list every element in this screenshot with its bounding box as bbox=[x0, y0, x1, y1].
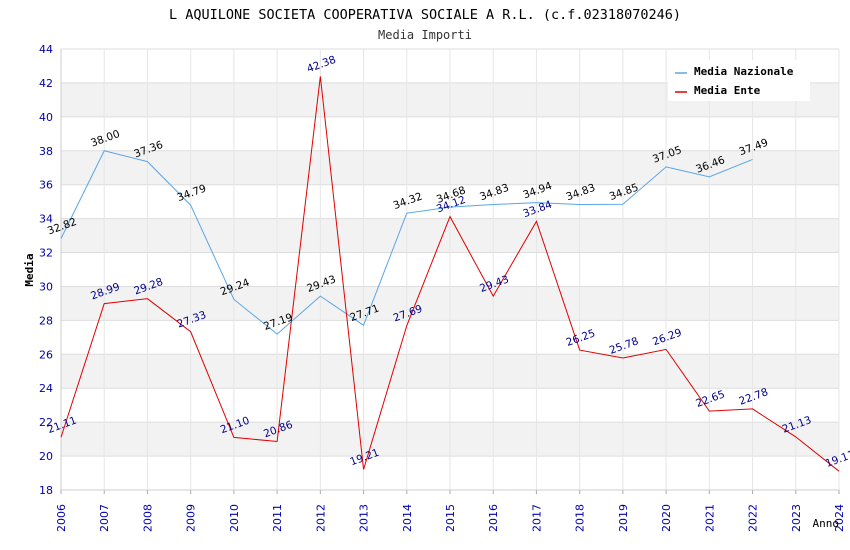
y-tick-label: 36 bbox=[39, 179, 53, 192]
x-tick-labels: 2006 2007 2008 2009 2010 2011 2012 2013 2014 2015… bbox=[55, 504, 846, 532]
y-tick-label: 20 bbox=[39, 450, 53, 463]
x-tick-label: 2015 bbox=[444, 504, 457, 532]
x-tick-label: 2012 bbox=[314, 504, 327, 532]
x-tick-label: 2007 bbox=[98, 504, 111, 532]
data-label-media-ente: 26.25 bbox=[565, 327, 597, 349]
x-tick-label: 2018 bbox=[574, 504, 587, 532]
x-tick-label: 2008 bbox=[141, 504, 154, 532]
x-tick-label: 2014 bbox=[401, 504, 414, 532]
x-tick-label: 2022 bbox=[747, 504, 760, 532]
series-line-media-ente bbox=[60, 76, 840, 472]
data-label-media-ente: 25.78 bbox=[608, 335, 640, 357]
y-tick-label: 42 bbox=[39, 77, 53, 90]
x-tick-label: 2009 bbox=[185, 504, 198, 532]
x-tick-label: 2013 bbox=[358, 504, 371, 532]
data-label-media-ente: 42.38 bbox=[305, 54, 337, 76]
chart-subtitle: Media Importi bbox=[378, 28, 472, 42]
y-tick-label: 26 bbox=[39, 348, 53, 361]
grid-lines bbox=[60, 48, 840, 494]
x-tick-label: 2021 bbox=[703, 504, 716, 532]
y-tick-labels: 18 20 22 24 26 28 30 32 34 36 38 40 42 44 bbox=[39, 43, 53, 497]
x-tick-label: 2017 bbox=[530, 504, 543, 532]
series-lines bbox=[60, 76, 840, 472]
legend-label-media-nazionale: Media Nazionale bbox=[694, 65, 794, 78]
data-label-media-ente: 22.65 bbox=[694, 388, 726, 410]
legend-label-media-ente: Media Ente bbox=[694, 84, 761, 97]
x-axis-label: Anno bbox=[813, 517, 840, 530]
y-tick-label: 44 bbox=[39, 43, 53, 56]
y-tick-label: 22 bbox=[39, 416, 53, 429]
y-tick-label: 18 bbox=[39, 484, 53, 497]
x-tick-label: 2010 bbox=[228, 504, 241, 532]
x-tick-label: 2011 bbox=[271, 504, 284, 532]
x-tick-label: 2006 bbox=[55, 504, 68, 532]
x-tick-label: 2023 bbox=[790, 504, 803, 532]
y-tick-label: 34 bbox=[39, 213, 53, 226]
x-tick-label: 2016 bbox=[487, 504, 500, 532]
chart-title: L AQUILONE SOCIETA COOPERATIVA SOCIALE A… bbox=[169, 7, 681, 23]
y-tick-label: 24 bbox=[39, 382, 53, 395]
y-tick-label: 38 bbox=[39, 145, 53, 158]
data-label-media-ente: 22.78 bbox=[737, 386, 769, 408]
legend: Media Nazionale Media Ente bbox=[668, 60, 810, 101]
data-label-media-nazionale: 38.00 bbox=[89, 128, 121, 150]
y-tick-label: 40 bbox=[39, 111, 53, 124]
x-tick-label: 2024 bbox=[833, 504, 846, 532]
y-tick-label: 32 bbox=[39, 247, 53, 260]
y-axis-label: Media bbox=[23, 253, 36, 286]
y-tick-label: 28 bbox=[39, 314, 53, 327]
data-label-media-nazionale: 34.32 bbox=[392, 190, 424, 212]
x-tick-label: 2020 bbox=[660, 504, 673, 532]
data-label-media-ente: 33.84 bbox=[521, 198, 554, 220]
series-line-media-nazionale bbox=[60, 150, 753, 335]
data-label-media-nazionale: 34.79 bbox=[176, 182, 208, 204]
data-label-media-ente: 26.29 bbox=[651, 327, 683, 349]
legend-box bbox=[668, 60, 810, 101]
y-tick-label: 30 bbox=[39, 280, 53, 293]
x-tick-label: 2019 bbox=[617, 504, 630, 532]
